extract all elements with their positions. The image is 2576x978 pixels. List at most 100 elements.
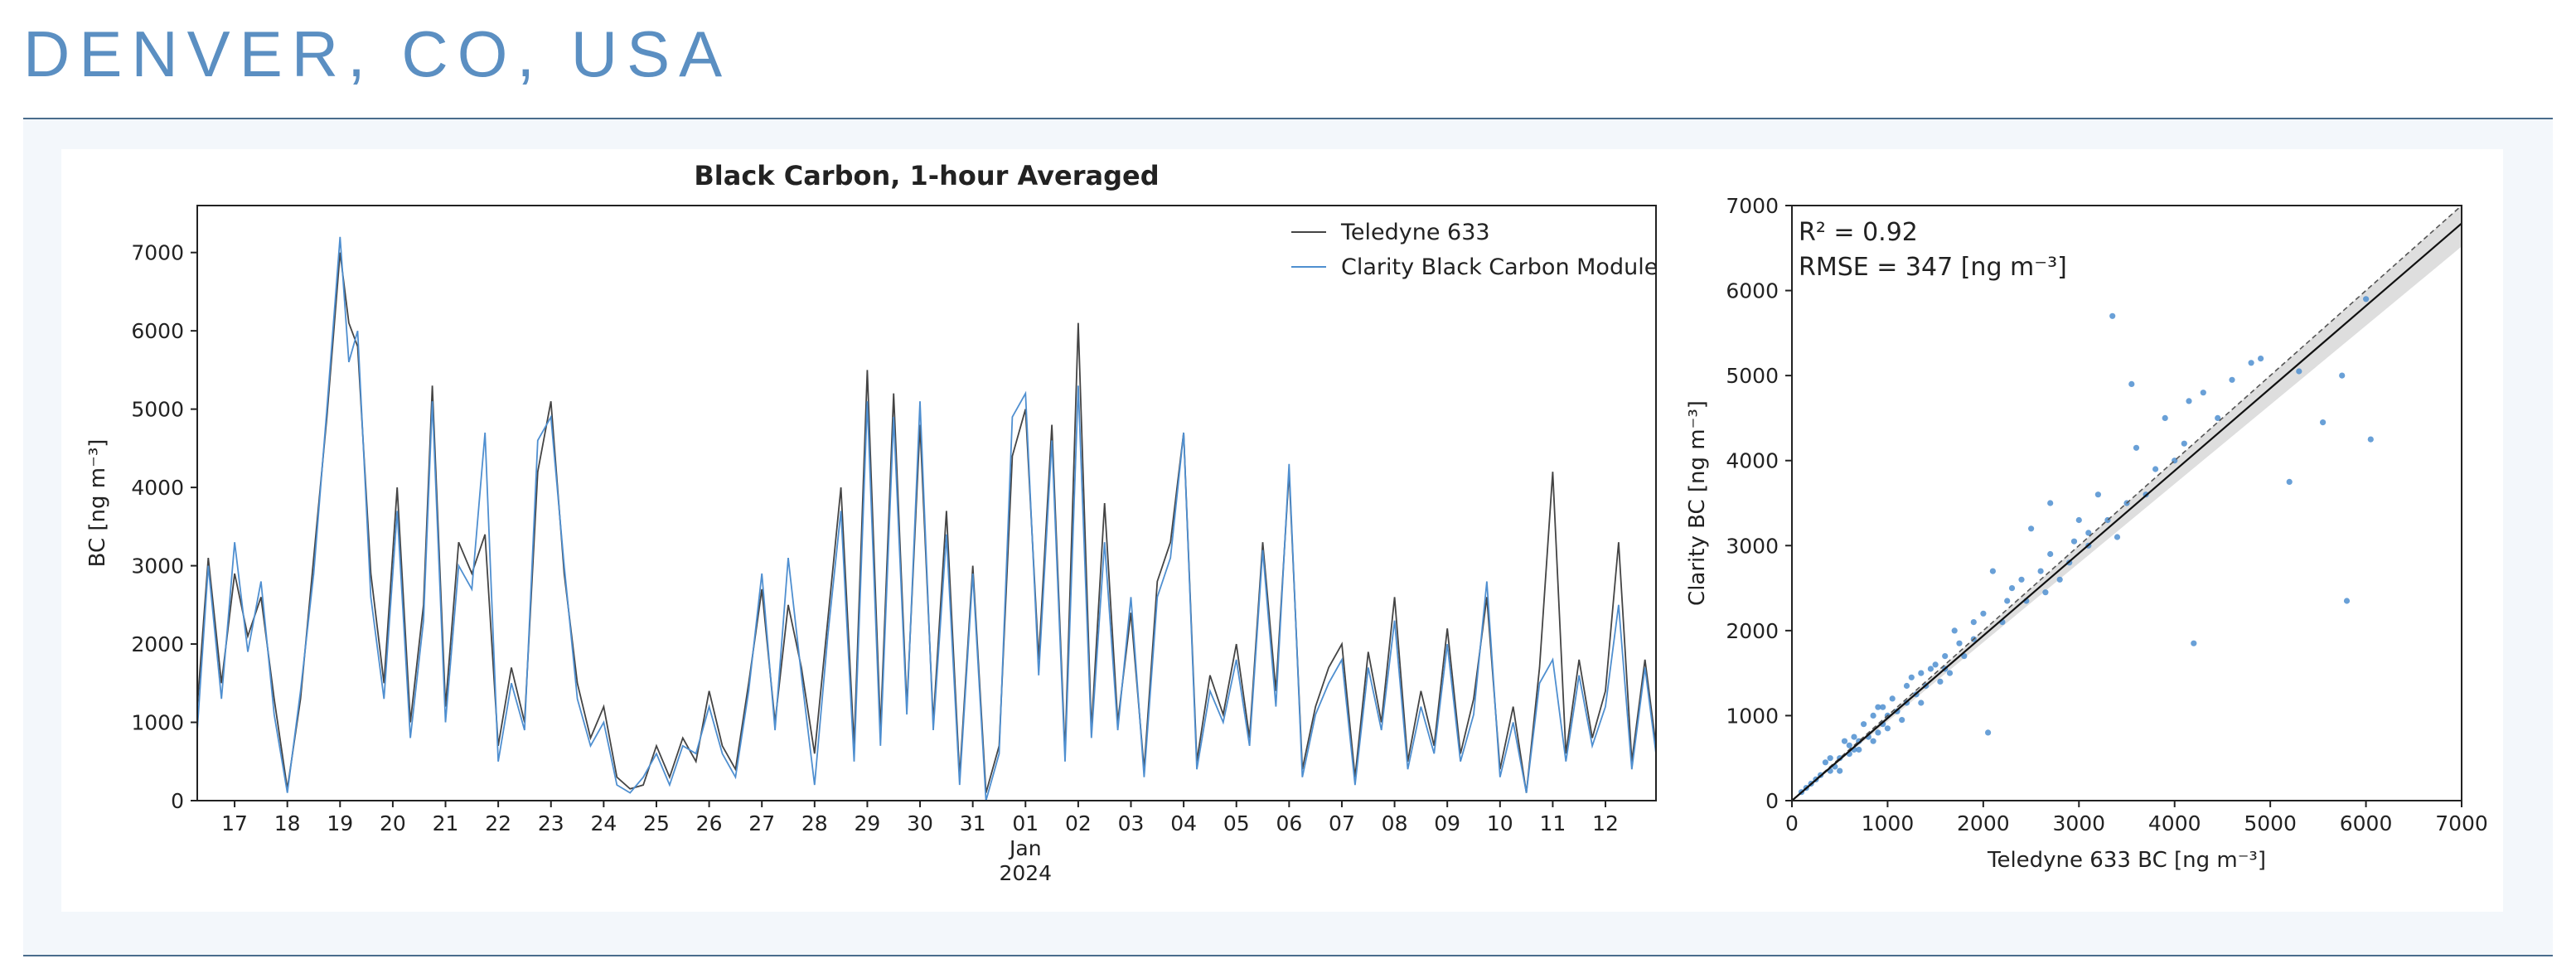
x-tick-label: 02: [1065, 811, 1092, 835]
scatter-point: [1899, 717, 1905, 724]
scatter-point: [2320, 419, 2327, 426]
scatter-point: [2028, 525, 2035, 532]
scatter-point: [1985, 729, 1992, 736]
scatter-x-tick-label: 3000: [2052, 811, 2105, 835]
scatter-point: [2047, 550, 2054, 558]
scatter-point: [1927, 666, 1934, 672]
x-tick-label: 25: [643, 811, 670, 835]
legend-label-teledyne: Teledyne 633: [1340, 220, 1490, 245]
scatter-point: [2008, 585, 2016, 592]
scatter-point: [2229, 376, 2235, 383]
charts-svg: Black Carbon, 1-hour Averaged 0 1000 2000 30…: [85, 160, 2488, 885]
scatter-point: [1846, 742, 1852, 748]
scatter-x-tick-label: 5000: [2244, 811, 2297, 835]
one-to-one-line: [1791, 205, 2462, 801]
scatter-point: [2339, 372, 2346, 379]
x-tick-label: 10: [1487, 811, 1513, 835]
scatter-point: [2296, 368, 2302, 375]
scatter-y-label: Clarity BC [ng m⁻³]: [1685, 400, 1710, 606]
scatter-point: [2047, 500, 2054, 506]
x-tick-label: 29: [855, 811, 881, 835]
scatter-point: [1861, 721, 1867, 728]
scatter-point: [1980, 610, 1987, 617]
x-tick-label: 01: [1012, 811, 1039, 835]
series-line-teledyne: [196, 252, 1657, 793]
scatter-point: [2075, 516, 2082, 524]
x-tick-label: 12: [1592, 811, 1619, 835]
x-month-label: Jan: [1008, 836, 1042, 860]
scatter-point: [1822, 759, 1828, 766]
y-tick-label: 1000: [131, 711, 184, 735]
scatter-point: [2363, 296, 2370, 303]
scatter-point: [1889, 695, 1896, 702]
page-title: DENVER, CO, USA: [23, 17, 732, 90]
x-tick-label: 19: [327, 811, 353, 835]
header-divider: [23, 118, 2553, 119]
footer-divider: [23, 955, 2553, 956]
scatter-point: [2343, 598, 2351, 604]
scatter-point: [2128, 380, 2135, 387]
x-tick-label: 23: [538, 811, 564, 835]
scatter-y-tick-label: 6000: [1726, 279, 1779, 303]
timeseries-plot-frame: [196, 205, 1657, 801]
x-tick-label: 18: [274, 811, 301, 835]
scatter-y-tick-label: 7000: [1726, 194, 1779, 218]
scatter-point: [1918, 700, 1925, 706]
legend-label-clarity: Clarity Black Carbon Module: [1341, 254, 1658, 280]
x-year-label: 2024: [999, 861, 1052, 885]
scatter-point: [1870, 738, 1876, 744]
x-tick-label: 21: [433, 811, 459, 835]
scatter-x-tick-label: 1000: [1862, 811, 1915, 835]
x-tick-label: 03: [1118, 811, 1145, 835]
scatter-point: [1970, 619, 1977, 626]
scatter-point: [2181, 440, 2187, 447]
scatter-point: [2056, 576, 2063, 583]
scatter-point: [1837, 767, 1843, 774]
series-line-clarity: [196, 236, 1657, 801]
scatter-y-tick-label: 2000: [1726, 619, 1779, 643]
scatter-point: [2248, 360, 2254, 366]
x-tick-label: 31: [960, 811, 986, 835]
x-tick-label: 09: [1434, 811, 1460, 835]
scatter-point: [2004, 598, 2011, 604]
scatter-point: [1908, 674, 1915, 680]
x-tick-label: 27: [748, 811, 775, 835]
timeseries-title: Black Carbon, 1-hour Averaged: [694, 160, 1159, 191]
scatter-point: [1880, 704, 1886, 710]
x-tick-label: 26: [696, 811, 723, 835]
scatter-point: [1870, 712, 1876, 719]
scatter-point: [2037, 568, 2044, 574]
scatter-point: [2109, 312, 2116, 319]
scatter-point: [1903, 682, 1910, 690]
scatter-point: [2152, 466, 2159, 472]
y-tick-label: 6000: [131, 319, 184, 343]
scatter-point: [2191, 640, 2197, 646]
r-squared-annotation: R² = 0.92: [1799, 218, 1918, 247]
scatter-point: [1942, 653, 1949, 660]
y-tick-label: 5000: [131, 398, 184, 422]
scatter-x-tick-label: 6000: [2340, 811, 2393, 835]
scatter-x-tick-label: 0: [1785, 811, 1799, 835]
scatter-point: [1875, 704, 1881, 710]
scatter-point: [1884, 725, 1891, 732]
scatter-point: [1956, 640, 1963, 646]
scatter-point: [1841, 738, 1848, 744]
scatter-point: [1875, 729, 1881, 736]
x-tick-label: 17: [221, 811, 248, 835]
scatter-point: [2186, 398, 2192, 404]
scatter-point: [1856, 746, 1862, 753]
x-tick-label: 30: [907, 811, 933, 835]
x-tick-label: 08: [1382, 811, 1408, 835]
x-tick-label: 28: [801, 811, 828, 835]
y-tick-label: 2000: [131, 632, 184, 656]
fit-line: [1791, 222, 2462, 801]
scatter-point: [2215, 414, 2221, 421]
figure-canvas: Black Carbon, 1-hour Averaged 0 1000 2000 30…: [61, 149, 2503, 912]
scatter-y-tick-label: 3000: [1726, 534, 1779, 558]
scatter-point: [2133, 444, 2140, 451]
scatter-x-tick-label: 7000: [2435, 811, 2488, 835]
scatter-x-tick-label: 2000: [1957, 811, 2010, 835]
x-tick-label: 11: [1540, 811, 1566, 835]
x-tick-label: 06: [1276, 811, 1302, 835]
y-tick-label: 7000: [131, 241, 184, 265]
